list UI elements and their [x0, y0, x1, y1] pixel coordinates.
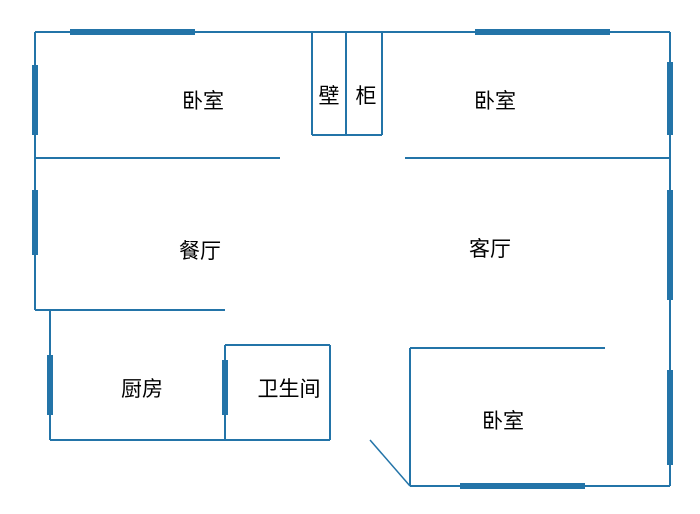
floorplan-svg: [0, 0, 700, 514]
